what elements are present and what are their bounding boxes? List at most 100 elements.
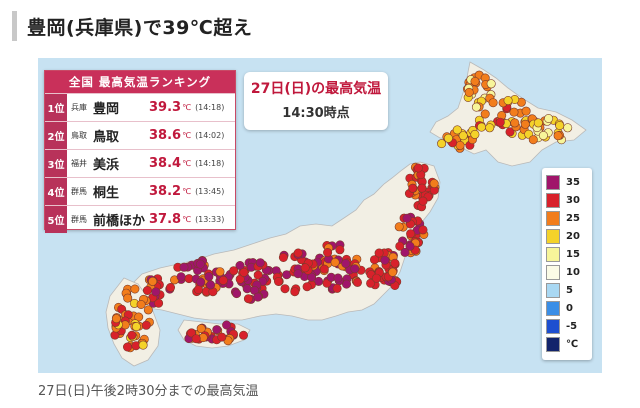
land-hokkaido bbox=[429, 61, 587, 167]
station-dot bbox=[417, 183, 427, 193]
station-dot bbox=[141, 320, 151, 330]
station-dot bbox=[193, 285, 203, 295]
legend-entry: 25 bbox=[546, 210, 590, 227]
headline-accent-bar bbox=[12, 11, 17, 41]
station-dot bbox=[418, 196, 428, 206]
legend-swatch bbox=[546, 193, 560, 208]
legend-label: 30 bbox=[566, 195, 580, 206]
station-dot bbox=[239, 330, 249, 340]
legend-swatch bbox=[546, 247, 560, 262]
station-dot bbox=[278, 253, 288, 263]
ranking-prefecture: 群馬 bbox=[71, 187, 87, 196]
station-dot bbox=[253, 270, 263, 280]
station-dot bbox=[166, 283, 176, 293]
ranking-unit: ℃ bbox=[182, 187, 192, 196]
station-dot bbox=[388, 267, 398, 277]
station-dot bbox=[130, 284, 140, 294]
ranking-position: 1位 bbox=[45, 94, 67, 121]
station-dot bbox=[520, 119, 530, 129]
station-dot bbox=[395, 241, 405, 251]
legend-entry: 30 bbox=[546, 192, 590, 209]
legend-label: 25 bbox=[566, 213, 580, 224]
ranking-unit: ℃ bbox=[182, 103, 192, 112]
legend-entry: -5 bbox=[546, 318, 590, 335]
station-dot bbox=[470, 129, 480, 139]
legend-entry: 10 bbox=[546, 264, 590, 281]
station-dot bbox=[533, 118, 543, 128]
ranking-position: 3位 bbox=[45, 150, 67, 177]
legend-swatch bbox=[546, 283, 560, 298]
station-dot bbox=[330, 257, 340, 267]
station-dot bbox=[369, 255, 379, 265]
legend-entry: 15 bbox=[546, 246, 590, 263]
station-dot bbox=[553, 131, 563, 141]
map-time: 14:30時点 bbox=[282, 106, 350, 121]
station-dot bbox=[136, 300, 146, 310]
station-dot bbox=[437, 139, 447, 149]
station-dot bbox=[510, 118, 520, 128]
station-dot bbox=[274, 277, 284, 287]
ranking-city: 前橋ほか bbox=[93, 214, 146, 229]
station-dot bbox=[255, 258, 265, 268]
station-dot bbox=[293, 269, 303, 279]
station-dot bbox=[374, 248, 384, 258]
ranking-time: (14:18) bbox=[195, 159, 225, 168]
station-dot bbox=[179, 262, 189, 272]
station-dot bbox=[413, 163, 423, 173]
ranking-value: 37.8 bbox=[149, 212, 182, 227]
legend-entry: 5 bbox=[546, 282, 590, 299]
ranking-prefecture: 群馬 bbox=[71, 215, 87, 224]
station-dot bbox=[464, 87, 474, 97]
station-dot bbox=[307, 272, 317, 282]
legend-swatch bbox=[546, 265, 560, 280]
station-dot bbox=[458, 131, 468, 141]
station-dot bbox=[232, 289, 242, 299]
station-dot bbox=[400, 247, 410, 257]
station-dot bbox=[143, 305, 153, 315]
station-dot bbox=[538, 131, 548, 141]
station-dot bbox=[402, 213, 412, 223]
ranking-time: (14:18) bbox=[195, 103, 225, 112]
station-dot bbox=[544, 113, 554, 123]
station-dot bbox=[390, 258, 400, 268]
ranking-row: 3位 福井 美浜 38.4 ℃ (14:18) bbox=[45, 149, 235, 177]
station-dot bbox=[138, 340, 148, 350]
legend-entry: 20 bbox=[546, 228, 590, 245]
ranking-value: 38.4 bbox=[149, 156, 182, 171]
figure-caption: 27日(日)午後2時30分までの最高気温 bbox=[38, 384, 259, 399]
japan-map bbox=[105, 61, 587, 367]
station-dot bbox=[352, 277, 362, 287]
station-dot bbox=[154, 298, 164, 308]
ranking-value: 39.3 bbox=[149, 100, 182, 115]
station-dot bbox=[555, 120, 565, 130]
legend-swatch bbox=[546, 211, 560, 226]
station-dot bbox=[235, 261, 245, 271]
ranking-position: 5位 bbox=[45, 206, 67, 233]
station-dot bbox=[528, 135, 538, 145]
station-dot bbox=[293, 248, 303, 258]
station-dot bbox=[509, 107, 519, 117]
legend-label: 5 bbox=[566, 285, 573, 296]
legend-label: 20 bbox=[566, 231, 580, 242]
station-dot bbox=[243, 294, 253, 304]
ranking-row: 2位 鳥取 鳥取 38.6 ℃ (14:02) bbox=[45, 121, 235, 149]
ranking-time: (14:02) bbox=[195, 131, 225, 140]
page-headline: 豊岡(兵庫県)で39℃超え bbox=[12, 8, 624, 44]
station-dot bbox=[218, 275, 228, 285]
map-title-box: 27日(日)の最高気温 14:30時点 bbox=[244, 72, 388, 130]
station-dot bbox=[333, 273, 343, 283]
station-dot bbox=[196, 324, 206, 334]
station-dot bbox=[476, 122, 486, 132]
legend-label: 35 bbox=[566, 177, 580, 188]
station-dot bbox=[470, 76, 480, 86]
legend-swatch bbox=[546, 319, 560, 334]
legend-label: ℃ bbox=[566, 339, 579, 350]
station-dot bbox=[341, 259, 351, 269]
station-dot bbox=[332, 283, 342, 293]
station-dot bbox=[335, 245, 345, 255]
ranking-row: 1位 兵庫 豊岡 39.3 ℃ (14:18) bbox=[45, 93, 235, 121]
ranking-time: (13:33) bbox=[195, 215, 225, 224]
ranking-unit: ℃ bbox=[182, 215, 192, 224]
station-dot bbox=[239, 267, 249, 277]
station-dot bbox=[302, 282, 312, 292]
